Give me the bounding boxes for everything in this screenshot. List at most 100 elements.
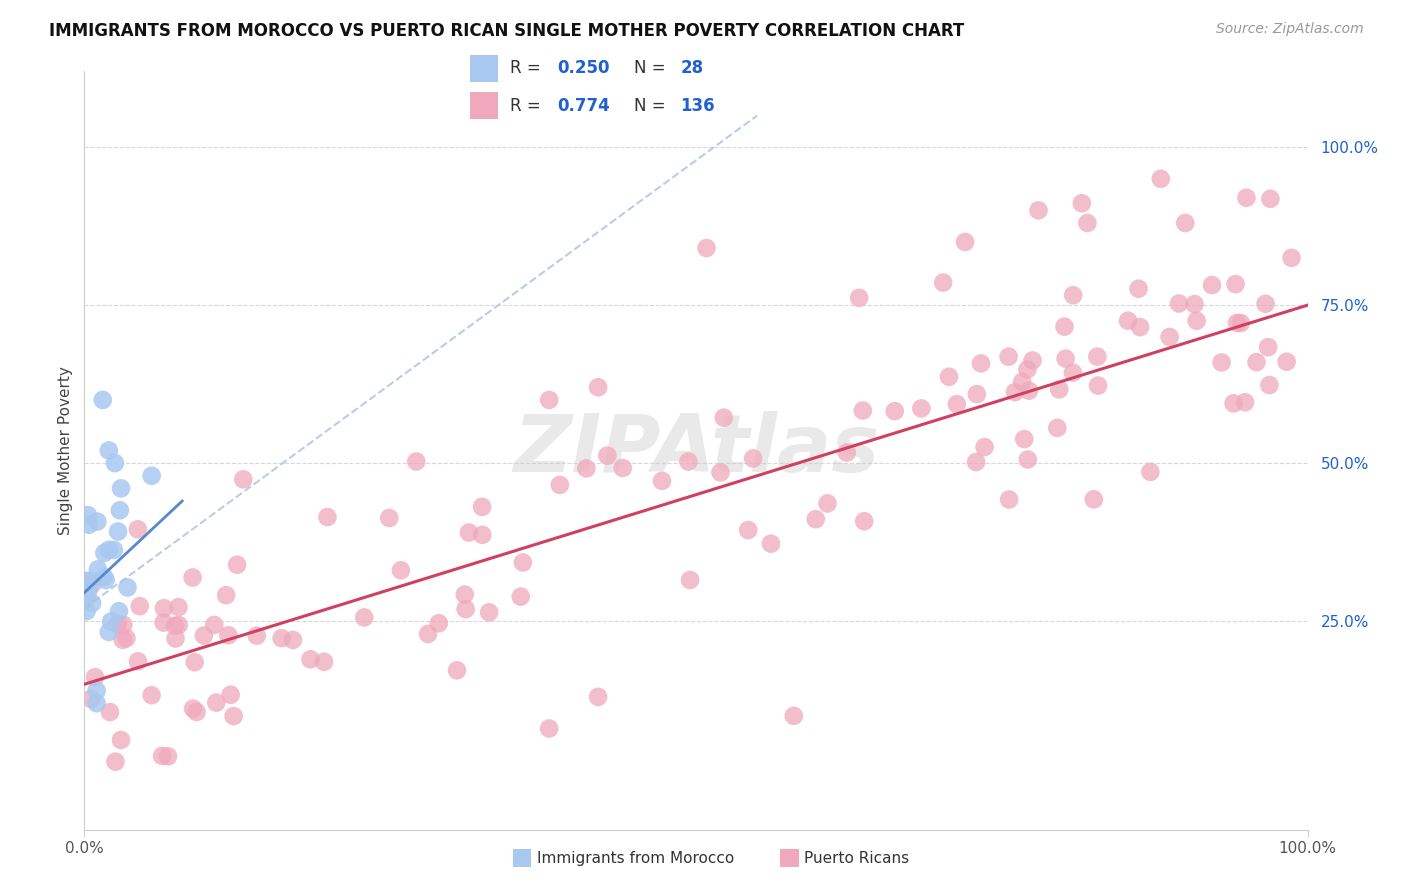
Point xyxy=(759,537,782,551)
Point xyxy=(314,655,336,669)
Point xyxy=(965,455,987,469)
Point xyxy=(86,696,108,710)
Point xyxy=(82,576,104,591)
Point xyxy=(281,632,304,647)
Text: Source: ZipAtlas.com: Source: ZipAtlas.com xyxy=(1216,22,1364,37)
Point xyxy=(150,748,173,763)
Point xyxy=(163,618,186,632)
Point xyxy=(596,449,619,463)
Point xyxy=(817,496,839,510)
Point xyxy=(1260,192,1282,206)
Point xyxy=(1226,316,1249,330)
Point xyxy=(783,708,806,723)
Point xyxy=(181,701,204,715)
Point xyxy=(946,397,969,411)
Point xyxy=(910,401,932,416)
Point xyxy=(1254,297,1277,311)
Point xyxy=(93,546,115,560)
Point xyxy=(1174,216,1197,230)
Point xyxy=(997,350,1019,364)
Point xyxy=(215,588,238,602)
Point xyxy=(612,461,634,475)
Point xyxy=(353,610,375,624)
Point xyxy=(232,472,254,486)
Point xyxy=(1128,282,1150,296)
Point xyxy=(538,722,561,736)
Point xyxy=(165,632,187,646)
Point xyxy=(110,482,132,496)
Text: N =: N = xyxy=(634,60,671,78)
Point xyxy=(77,517,100,532)
Point xyxy=(1167,296,1189,310)
Point xyxy=(1150,171,1173,186)
Point xyxy=(973,440,995,454)
Point xyxy=(575,461,598,475)
Point xyxy=(454,602,477,616)
Point xyxy=(853,514,876,528)
Point xyxy=(586,690,609,704)
Point xyxy=(848,291,870,305)
Point xyxy=(103,543,125,558)
FancyBboxPatch shape xyxy=(470,54,498,82)
Point xyxy=(117,581,139,595)
Point xyxy=(1246,355,1268,369)
Point xyxy=(111,632,134,647)
Point xyxy=(1184,297,1206,311)
Point xyxy=(446,663,468,677)
Point xyxy=(80,691,103,706)
FancyBboxPatch shape xyxy=(470,92,498,120)
Point xyxy=(86,683,108,698)
Point xyxy=(509,590,531,604)
Point xyxy=(1046,421,1069,435)
Point xyxy=(1159,330,1181,344)
Point xyxy=(1018,384,1040,398)
Point xyxy=(1085,350,1108,364)
Point xyxy=(1011,375,1033,389)
Point xyxy=(270,631,292,645)
Point xyxy=(742,451,765,466)
Text: ZIPAtlas: ZIPAtlas xyxy=(513,411,879,490)
Point xyxy=(94,573,117,587)
Point xyxy=(186,705,208,719)
Point xyxy=(1017,452,1039,467)
Point xyxy=(115,631,138,645)
Point xyxy=(548,478,571,492)
Point xyxy=(76,604,98,618)
Point xyxy=(110,733,132,747)
Point xyxy=(1222,396,1244,410)
Point xyxy=(966,387,988,401)
Point xyxy=(205,696,228,710)
Point xyxy=(217,628,239,642)
Point xyxy=(471,500,494,514)
Point xyxy=(804,512,827,526)
Point xyxy=(1004,385,1026,400)
Point xyxy=(378,511,401,525)
Point xyxy=(91,392,114,407)
Point xyxy=(586,380,609,394)
Point xyxy=(538,392,561,407)
Text: R =: R = xyxy=(510,96,547,114)
Point xyxy=(1225,277,1247,292)
Point xyxy=(1083,492,1105,507)
Point xyxy=(1139,465,1161,479)
Point xyxy=(1021,353,1043,368)
Point xyxy=(157,749,180,764)
Point xyxy=(678,454,700,468)
Point xyxy=(1062,288,1084,302)
Point xyxy=(152,615,174,630)
Point xyxy=(651,474,673,488)
Point xyxy=(1230,316,1253,330)
Point xyxy=(1116,314,1139,328)
Point xyxy=(316,510,339,524)
Point xyxy=(112,617,135,632)
Point xyxy=(1053,319,1076,334)
Point xyxy=(835,445,858,459)
Point xyxy=(128,599,150,614)
Y-axis label: Single Mother Poverty: Single Mother Poverty xyxy=(58,366,73,535)
Point xyxy=(141,468,163,483)
Point xyxy=(141,688,163,702)
Point xyxy=(932,276,955,290)
Point xyxy=(1017,362,1039,376)
Point xyxy=(202,618,225,632)
Point xyxy=(1281,251,1303,265)
